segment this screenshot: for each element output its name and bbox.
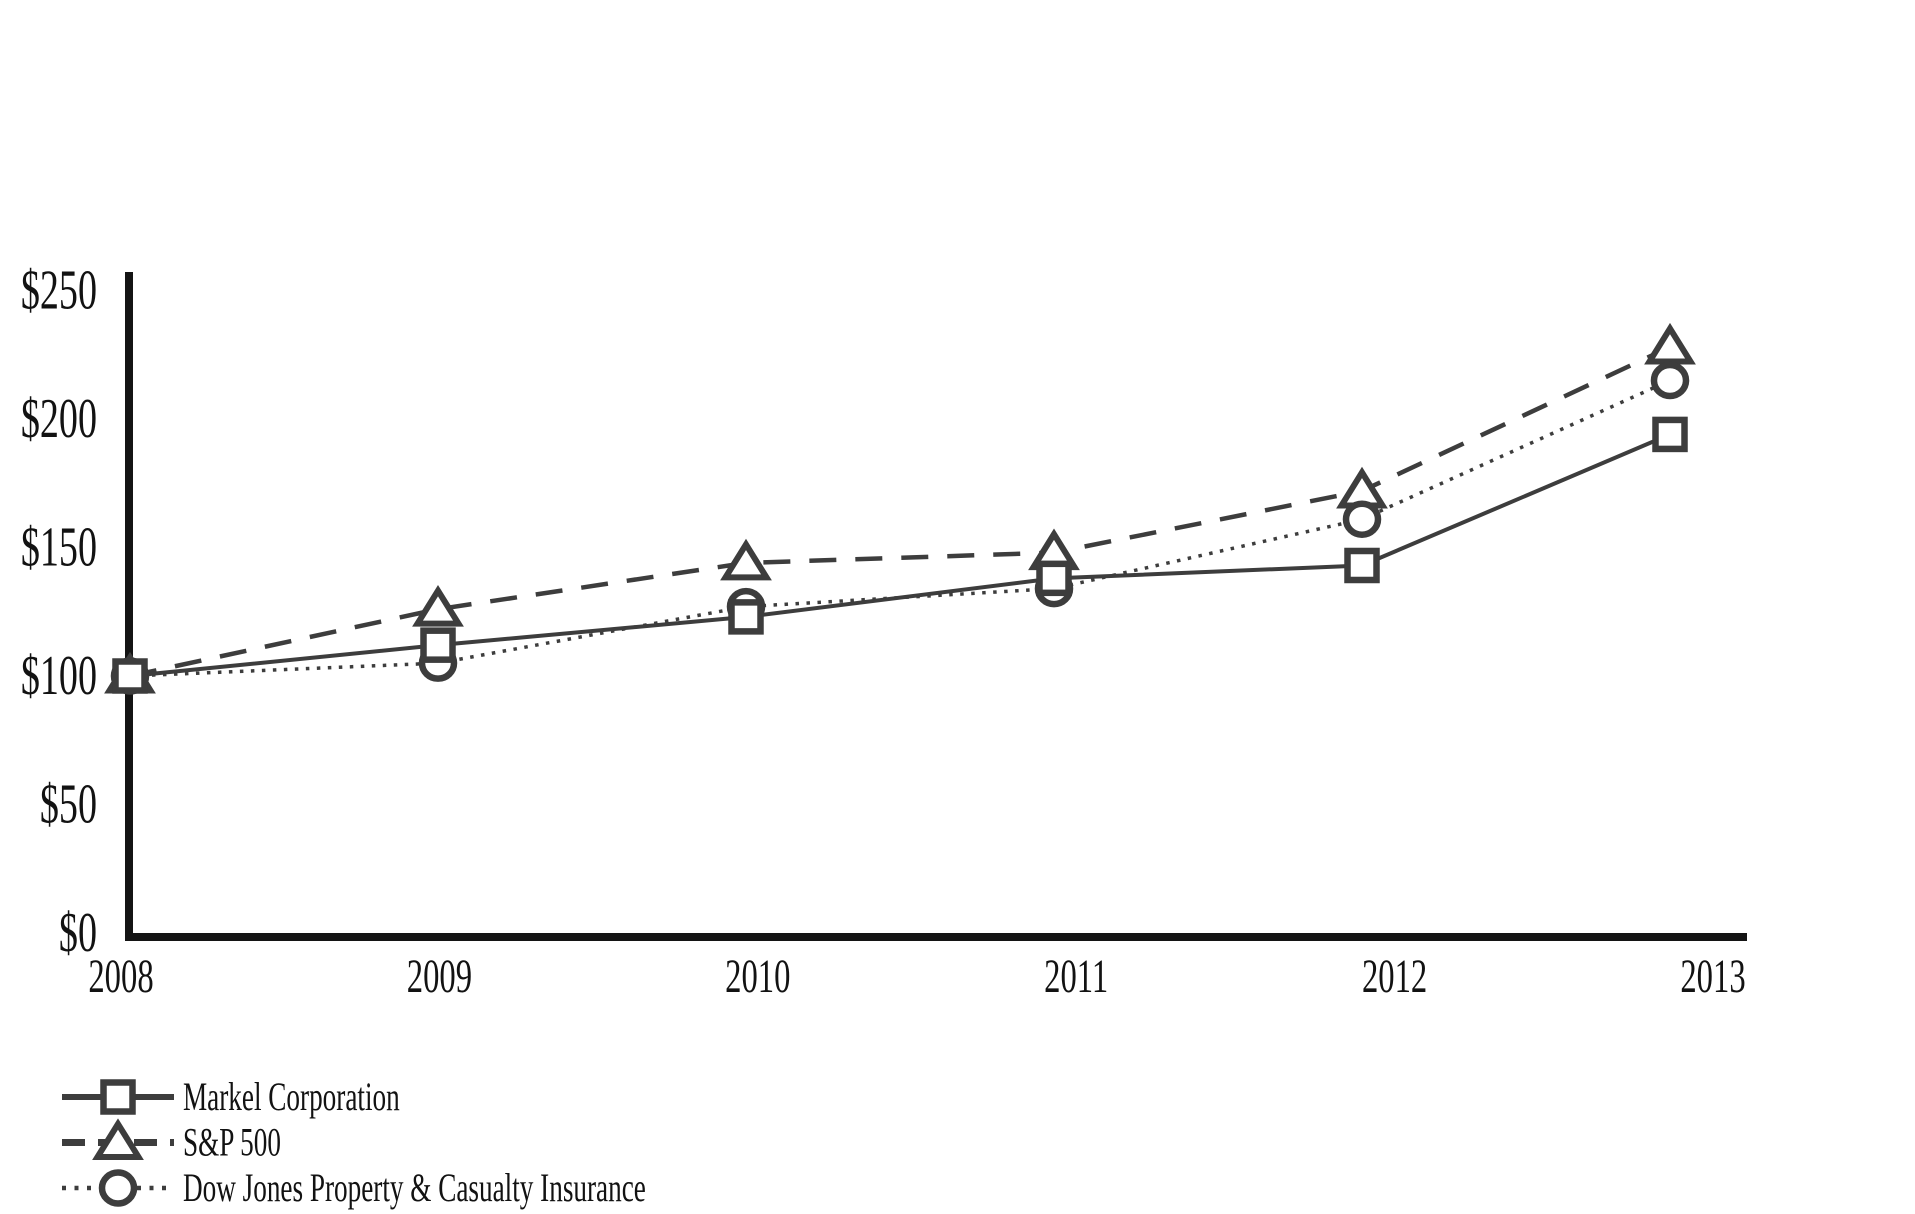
x-tick-label-2009: 2009 xyxy=(407,949,472,1003)
legend-item-dow-jones-property-casualty-insurance: Dow Jones Property & Casualty Insurance xyxy=(62,1167,646,1210)
circle-marker-2013 xyxy=(1650,361,1690,400)
legend-circle-marker xyxy=(98,1169,138,1207)
x-tick-label-2013: 2013 xyxy=(1680,949,1745,1003)
x-tick-label-2010: 2010 xyxy=(725,949,790,1003)
y-tick-label-200: $200 xyxy=(21,388,97,450)
y-tick-label-100: $100 xyxy=(21,645,97,707)
y-tick-label-50: $50 xyxy=(40,773,97,835)
legend-label-dow-jones-property-casualty-insurance: Dow Jones Property & Casualty Insurance xyxy=(183,1167,646,1210)
y-tick-label-250: $250 xyxy=(21,259,97,321)
triangle-marker-2009 xyxy=(412,584,464,627)
square-marker-2013 xyxy=(1652,416,1688,453)
axes xyxy=(125,272,1747,941)
series-line-markel-corporation xyxy=(129,432,1671,678)
legend-item-markel-corporation: Markel Corporation xyxy=(62,1076,400,1119)
square-marker-2010 xyxy=(728,599,764,635)
legend-item-s-p-500: S&P 500 xyxy=(62,1118,281,1165)
legend-label-markel-corporation: Markel Corporation xyxy=(183,1076,400,1119)
legend-triangle-marker xyxy=(92,1118,144,1160)
series-line-s-p-500 xyxy=(129,345,1671,679)
square-marker-2011 xyxy=(1036,560,1072,597)
x-tick-label-2012: 2012 xyxy=(1362,949,1427,1003)
series-s-p-500 xyxy=(104,322,1696,694)
square-marker-2009 xyxy=(420,627,456,663)
circle-marker-2012 xyxy=(1342,500,1382,538)
y-tick-label-150: $150 xyxy=(21,516,97,578)
y-axis-tick-labels: $0 $50 $100 $150 $200 $250 xyxy=(21,259,97,963)
x-tick-label-2008: 2008 xyxy=(88,949,153,1003)
series-line-dow-jones-property-casualty-insurance xyxy=(129,378,1671,678)
triangle-marker-2010 xyxy=(720,538,772,581)
x-tick-label-2011: 2011 xyxy=(1044,949,1108,1003)
x-axis-tick-labels: 2008 2009 2010 2011 2012 2013 xyxy=(88,949,1745,1003)
square-marker-2008 xyxy=(112,658,148,694)
legend-label-s-p-500: S&P 500 xyxy=(183,1122,281,1165)
y-tick-label-0: $0 xyxy=(59,902,97,964)
series-markel-corporation xyxy=(112,416,1688,694)
square-marker-2012 xyxy=(1344,547,1380,584)
legend-square-marker xyxy=(100,1079,136,1115)
triangle-marker-2013 xyxy=(1644,322,1696,365)
